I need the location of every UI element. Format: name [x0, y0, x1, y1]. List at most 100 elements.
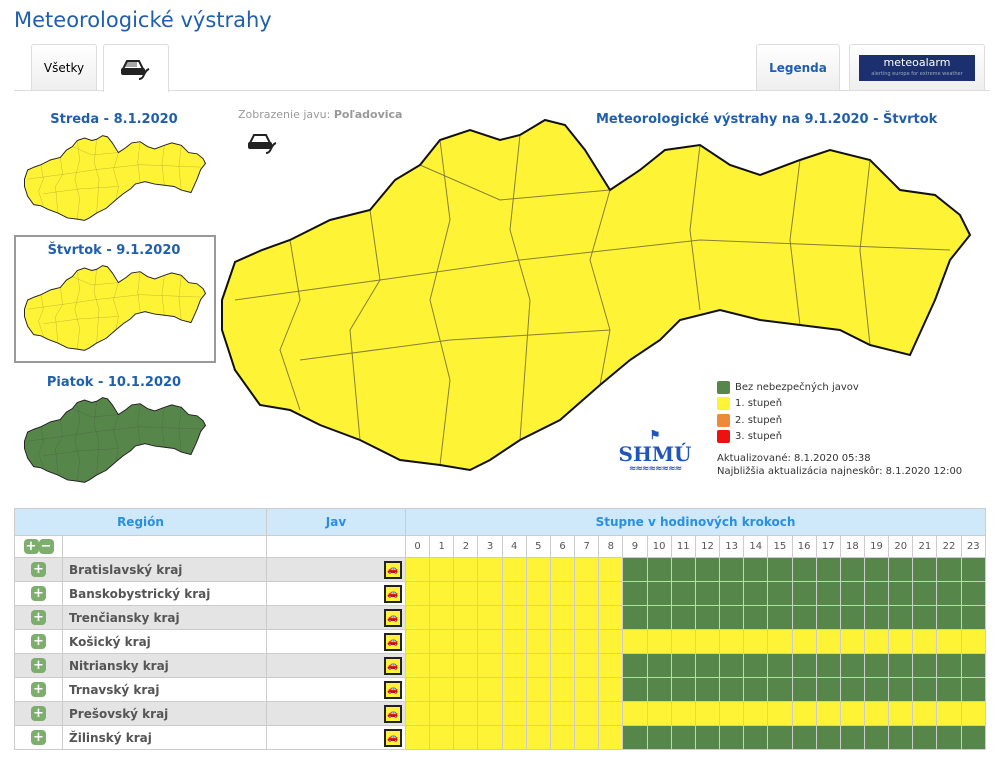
- phenomenon-label: Zobrazenie javu: Poľadovica: [238, 108, 403, 121]
- hour-cell: [453, 677, 479, 702]
- hour-cell: [839, 653, 865, 678]
- hour-cell: [694, 725, 721, 750]
- region-name[interactable]: Nitriansky kraj: [62, 653, 267, 678]
- hour-header: 21: [912, 535, 938, 558]
- hour-cell: [863, 557, 890, 582]
- icy-road-icon[interactable]: 🚗: [384, 608, 402, 627]
- expand-row-button[interactable]: +: [31, 682, 46, 697]
- legend-item-level2: 2. stupeň: [717, 414, 782, 427]
- hour-cell: [453, 629, 479, 654]
- hour-cell: [719, 557, 745, 582]
- hour-cell: [839, 677, 865, 702]
- tab-all-label: Všetky: [43, 61, 85, 75]
- expand-row-button[interactable]: +: [31, 586, 46, 601]
- hour-cell: [670, 701, 696, 726]
- hour-cell: [719, 725, 745, 750]
- hour-cell: [429, 677, 455, 702]
- hour-cell: [815, 725, 841, 750]
- tab-all[interactable]: Všetky: [31, 44, 97, 91]
- hour-cell: [743, 677, 769, 702]
- hour-cell: [815, 605, 841, 630]
- updated-text: Aktualizované: 8.1.2020 05:38: [717, 453, 871, 464]
- region-name[interactable]: Trnavský kraj: [62, 677, 267, 702]
- hour-header: 18: [839, 535, 865, 558]
- expand-row-button[interactable]: +: [31, 562, 46, 577]
- hour-cell: [549, 557, 576, 582]
- hour-cell: [525, 725, 551, 750]
- hour-header: 19: [863, 535, 890, 558]
- hour-cell: [767, 557, 793, 582]
- hour-cell: [598, 677, 624, 702]
- hour-cell: [477, 701, 503, 726]
- hour-cell: [767, 677, 793, 702]
- hour-cell: [960, 677, 987, 702]
- hour-cell: [477, 629, 503, 654]
- hour-cell: [888, 701, 914, 726]
- hour-cell: [477, 557, 503, 582]
- table-row: + Košický kraj 🚗: [14, 629, 987, 654]
- expand-collapse-all[interactable]: + −: [14, 535, 63, 558]
- hour-cell: [453, 557, 479, 582]
- region-name[interactable]: Žilinský kraj: [62, 725, 267, 750]
- hour-cell: [646, 557, 672, 582]
- icy-road-icon[interactable]: 🚗: [384, 728, 402, 747]
- hour-cell: [839, 629, 865, 654]
- hour-cell: [767, 605, 793, 630]
- icy-road-icon[interactable]: 🚗: [384, 632, 402, 651]
- region-name[interactable]: Bratislavský kraj: [62, 557, 267, 582]
- hour-cell: [743, 701, 769, 726]
- hour-cell: [429, 581, 455, 606]
- meteoalarm-logo: meteoalarm alerting europe for extreme we…: [859, 55, 975, 81]
- tab-meteoalarm[interactable]: meteoalarm alerting europe for extreme we…: [849, 44, 985, 91]
- collapse-all-button[interactable]: −: [38, 539, 54, 554]
- expand-row-button[interactable]: +: [31, 634, 46, 649]
- hour-cell: [767, 701, 793, 726]
- icy-road-icon[interactable]: 🚗: [384, 680, 402, 699]
- hour-cell: [960, 605, 987, 630]
- hour-cell: [574, 677, 600, 702]
- table-row: + Trnavský kraj 🚗: [14, 677, 987, 702]
- hour-header: 16: [791, 535, 817, 558]
- hour-cell: [549, 629, 576, 654]
- legend-item-level1: 1. stupeň: [717, 397, 782, 410]
- icy-road-icon[interactable]: 🚗: [384, 584, 402, 603]
- hour-cell: [646, 629, 672, 654]
- region-name[interactable]: Prešovský kraj: [62, 701, 267, 726]
- tab-icy-road[interactable]: [103, 44, 169, 92]
- hour-cell: [429, 653, 455, 678]
- hour-cell: [598, 581, 624, 606]
- expand-row-button[interactable]: +: [31, 730, 46, 745]
- region-name[interactable]: Košický kraj: [62, 629, 267, 654]
- hour-cell: [960, 653, 987, 678]
- icy-road-icon[interactable]: 🚗: [384, 560, 402, 579]
- icy-road-icon[interactable]: 🚗: [384, 704, 402, 723]
- hour-cell: [622, 677, 648, 702]
- hour-cell: [404, 557, 431, 582]
- region-name[interactable]: Banskobystrický kraj: [62, 581, 267, 606]
- icy-road-icon[interactable]: 🚗: [384, 656, 402, 675]
- hour-cell: [767, 725, 793, 750]
- hour-header: 15: [767, 535, 793, 558]
- hour-header: 2: [453, 535, 479, 558]
- hour-cell: [839, 701, 865, 726]
- expand-row-button[interactable]: +: [31, 658, 46, 673]
- hour-cell: [670, 557, 696, 582]
- hour-cell: [791, 629, 817, 654]
- expand-row-button[interactable]: +: [31, 610, 46, 625]
- hour-cell: [960, 581, 987, 606]
- hour-cell: [839, 581, 865, 606]
- hour-cell: [815, 629, 841, 654]
- hour-cell: [574, 605, 600, 630]
- hour-cell: [453, 581, 479, 606]
- hour-cell: [549, 677, 576, 702]
- hour-cell: [743, 557, 769, 582]
- hour-cell: [912, 557, 938, 582]
- tab-legend[interactable]: Legenda: [756, 44, 840, 91]
- expand-row-button[interactable]: +: [31, 706, 46, 721]
- hour-cell: [791, 677, 817, 702]
- expand-all-button[interactable]: +: [23, 539, 39, 554]
- hour-cell: [694, 629, 721, 654]
- hour-cell: [646, 605, 672, 630]
- region-name[interactable]: Trenčiansky kraj: [62, 605, 267, 630]
- hour-header: 14: [743, 535, 769, 558]
